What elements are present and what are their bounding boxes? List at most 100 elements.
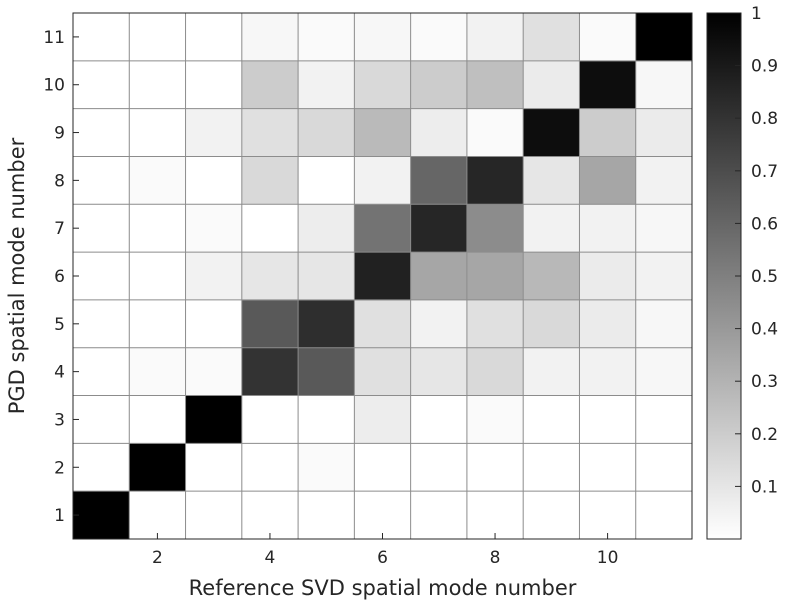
heatmap-cell-r10-c4 <box>241 60 299 109</box>
heatmap-cell-r2-c6 <box>354 443 411 492</box>
heatmap-cell-r7-c10 <box>579 204 637 253</box>
heatmap-cell-r10-c8 <box>466 60 524 109</box>
heatmap-cell-r5-c6 <box>354 299 411 349</box>
heatmap-cell-r2-c9 <box>523 443 580 492</box>
heatmap-cell-r10-c7 <box>410 60 468 109</box>
colorbar-tick-label: 0.6 <box>751 214 778 234</box>
heatmap-cell-r10-c2 <box>129 60 186 109</box>
heatmap-cell-r2-c7 <box>410 443 468 492</box>
colorbar-tick-label: 0.3 <box>751 372 778 392</box>
colorbar-tick-label: 0.9 <box>751 57 778 77</box>
heatmap-cell-r5-c4 <box>241 299 299 349</box>
heatmap-cell-r7-c1 <box>73 204 130 253</box>
y-axis-label: PGD spatial mode number <box>5 137 29 414</box>
heatmap-cell-r11-c4 <box>241 13 299 62</box>
heatmap-cell-r1-c7 <box>410 491 468 540</box>
heatmap-cell-r6-c2 <box>129 252 186 301</box>
heatmap-cells <box>73 13 693 540</box>
heatmap-cell-r7-c8 <box>466 204 524 253</box>
x-axis-ticks: 2 4 6 8 10 <box>152 533 618 568</box>
heatmap-cell-r11-c5 <box>298 13 355 62</box>
heatmap-cell-r4-c10 <box>579 347 637 396</box>
heatmap-cell-r11-c6 <box>354 13 411 62</box>
heatmap-cell-r4-c8 <box>466 347 524 396</box>
heatmap-cell-r4-c11 <box>635 347 693 396</box>
y-tick-label: 2 <box>54 458 65 478</box>
heatmap-cell-r9-c6 <box>354 108 411 157</box>
heatmap-cell-r1-c2 <box>129 491 186 540</box>
heatmap-cell-r3-c10 <box>579 395 637 444</box>
heatmap-cell-r3-c8 <box>466 395 524 444</box>
heatmap-cell-r2-c5 <box>298 443 355 492</box>
heatmap-cell-r5-c2 <box>129 299 186 349</box>
heatmap-cell-r1-c6 <box>354 491 411 540</box>
heatmap-cell-r1-c9 <box>523 491 580 540</box>
heatmap-cell-r4-c9 <box>523 347 580 396</box>
heatmap-cell-r9-c4 <box>241 108 299 157</box>
heatmap-cell-r6-c1 <box>73 252 130 301</box>
colorbar-tick-label: 0.8 <box>751 109 778 129</box>
heatmap-cell-r6-c7 <box>410 252 468 301</box>
heatmap-cell-r6-c8 <box>466 252 524 301</box>
y-axis-ticks: 1 2 3 4 5 6 7 8 9 10 11 <box>43 28 79 526</box>
heatmap-cell-r3-c11 <box>635 395 693 444</box>
y-tick-label: 8 <box>54 171 65 191</box>
heatmap-cell-r4-c2 <box>129 347 186 396</box>
heatmap-cell-r8-c6 <box>354 156 411 205</box>
heatmap-cell-r10-c10 <box>579 60 637 109</box>
x-tick-label: 4 <box>265 548 276 568</box>
heatmap-cell-r8-c3 <box>185 156 243 205</box>
y-tick-label: 4 <box>54 363 65 383</box>
heatmap-cell-r11-c10 <box>579 13 637 62</box>
heatmap-cell-r8-c10 <box>579 156 637 205</box>
heatmap-cell-r2-c2 <box>129 443 186 492</box>
heatmap-cell-r5-c9 <box>523 299 580 349</box>
heatmap-cell-r1-c10 <box>579 491 637 540</box>
heatmap-cell-r11-c3 <box>185 13 243 62</box>
colorbar-tick-label: 0.4 <box>751 320 778 340</box>
heatmap-cell-r3-c4 <box>241 395 299 444</box>
heatmap-cell-r5-c8 <box>466 299 524 349</box>
x-tick-label: 10 <box>597 548 619 568</box>
y-tick-label: 7 <box>54 219 65 239</box>
heatmap-cell-r8-c4 <box>241 156 299 205</box>
colorbar-tick-label: 0.2 <box>751 425 778 445</box>
colorbar-ticks: 0.1 0.2 0.3 0.4 0.5 0.6 0.7 0.8 0.9 1 <box>735 4 778 497</box>
heatmap-cell-r1-c11 <box>635 491 693 540</box>
heatmap-cell-r2-c4 <box>241 443 299 492</box>
heatmap-cell-r5-c11 <box>635 299 693 349</box>
heatmap-cell-r1-c8 <box>466 491 524 540</box>
heatmap-cell-r8-c11 <box>635 156 693 205</box>
heatmap-cell-r10-c6 <box>354 60 411 109</box>
heatmap-cell-r1-c3 <box>185 491 243 540</box>
x-tick-label: 2 <box>152 548 163 568</box>
heatmap-cell-r10-c5 <box>298 60 355 109</box>
heatmap-cell-r10-c3 <box>185 60 243 109</box>
x-tick-label: 6 <box>377 548 388 568</box>
y-tick-label: 10 <box>43 76 65 96</box>
y-tick-label: 3 <box>54 410 65 430</box>
heatmap-cell-r7-c9 <box>523 204 580 253</box>
heatmap-cell-r9-c1 <box>73 108 130 157</box>
heatmap-cell-r11-c9 <box>523 13 580 62</box>
heatmap-cell-r11-c8 <box>466 13 524 62</box>
heatmap-cell-r10-c11 <box>635 60 693 109</box>
heatmap-cell-r6-c3 <box>185 252 243 301</box>
heatmap-cell-r4-c1 <box>73 347 130 396</box>
heatmap-cell-r7-c6 <box>354 204 411 253</box>
heatmap-cell-r9-c8 <box>466 108 524 157</box>
heatmap-cell-r9-c5 <box>298 108 355 157</box>
heatmap-cell-r8-c2 <box>129 156 186 205</box>
heatmap-cell-r10-c1 <box>73 60 130 109</box>
heatmap-cell-r2-c10 <box>579 443 637 492</box>
heatmap-cell-r3-c5 <box>298 395 355 444</box>
y-tick-label: 9 <box>54 124 65 144</box>
heatmap-cell-r6-c6 <box>354 252 411 301</box>
heatmap-cell-r7-c11 <box>635 204 693 253</box>
heatmap-cell-r3-c7 <box>410 395 468 444</box>
heatmap-cell-r8-c1 <box>73 156 130 205</box>
heatmap-cell-r1-c4 <box>241 491 299 540</box>
heatmap-cell-r7-c5 <box>298 204 355 253</box>
heatmap-cell-r11-c1 <box>73 13 130 62</box>
